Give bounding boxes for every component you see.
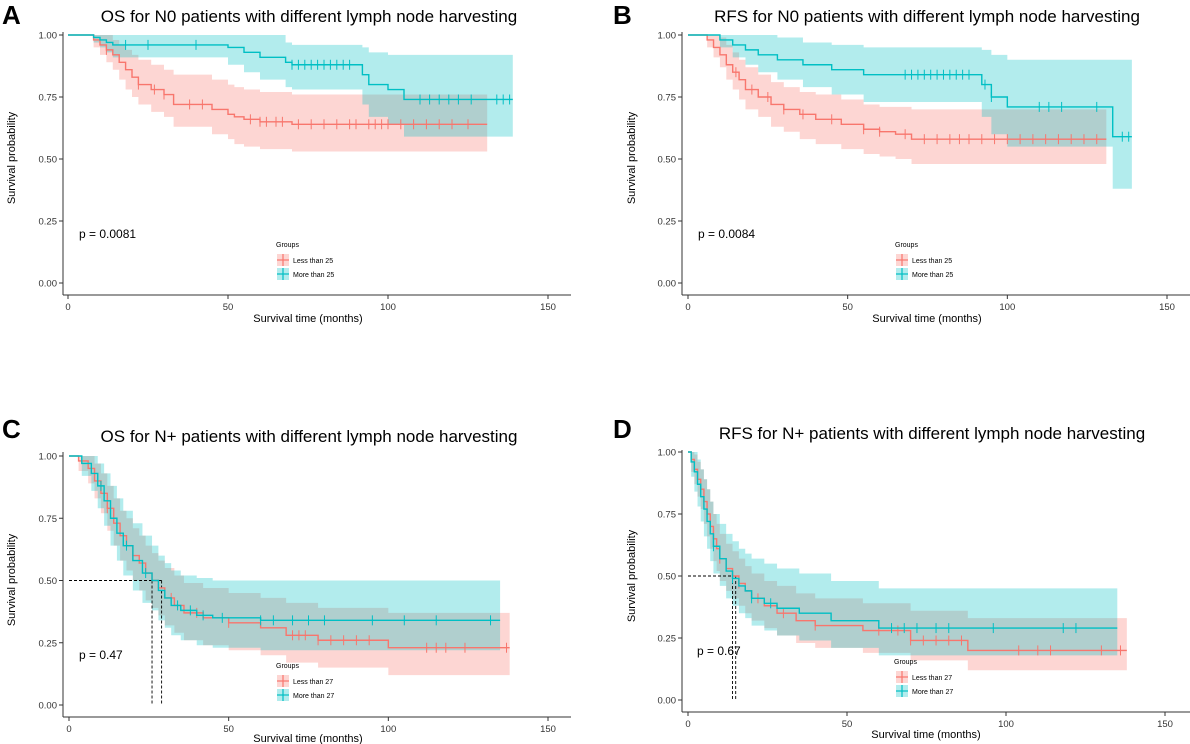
y-tick-label: 0.75 xyxy=(658,510,677,521)
panel-b-label: B xyxy=(613,0,632,30)
panel-b-legend-title: Groups xyxy=(895,242,918,249)
panel-b: B RFS for N0 patients with different lym… xyxy=(613,0,1190,325)
y-tick-label: 1.00 xyxy=(658,448,677,459)
survival-curve-more xyxy=(69,455,501,622)
panel-c-title: OS for N+ patients with different lymph … xyxy=(101,427,518,446)
panel-a-legend-less: Less than 25 xyxy=(293,258,333,265)
panel-b-title: RFS for N0 patients with different lymph… xyxy=(714,7,1140,26)
x-tick-label: 150 xyxy=(1157,719,1173,730)
ci-band-more xyxy=(688,35,1132,189)
panel-a-legend-key-less xyxy=(277,254,289,266)
panel-d-label: D xyxy=(613,414,632,444)
y-tick-label: 0.75 xyxy=(39,93,58,104)
x-tick-label: 50 xyxy=(223,724,234,735)
x-tick-label: 100 xyxy=(998,719,1014,730)
y-tick-label: 0.00 xyxy=(658,279,677,290)
y-tick-label: 0.50 xyxy=(39,576,58,587)
panel-c-plot: 0.00 0.25 0.50 0.75 1.00 0 50 100 150 xyxy=(39,452,571,735)
panel-a-pvalue: p = 0.0081 xyxy=(79,227,136,241)
survival-curve-more xyxy=(688,451,1118,629)
y-tick-label: 1.00 xyxy=(39,31,58,42)
panel-d: D RFS for N+ patients with different lym… xyxy=(613,414,1190,741)
panel-a-legend-key-more xyxy=(277,268,289,280)
ci-band-less xyxy=(68,35,488,152)
panel-a-title: OS for N0 patients with different lymph … xyxy=(101,7,517,26)
x-tick-label: 150 xyxy=(1159,302,1175,313)
y-tick-label: 0.25 xyxy=(39,217,58,228)
panel-b-plot: 0.00 0.25 0.50 0.75 1.00 0 50 100 150 xyxy=(658,31,1190,313)
x-tick-label: 100 xyxy=(380,302,396,313)
panel-d-title: RFS for N+ patients with different lymph… xyxy=(719,424,1145,443)
ci-band-more xyxy=(68,35,513,137)
y-tick-label: 0.75 xyxy=(39,514,58,525)
x-tick-label: 0 xyxy=(65,302,70,313)
panel-b-legend-more: More than 25 xyxy=(912,272,953,279)
x-tick-label: 100 xyxy=(380,724,396,735)
panel-b-xlabel: Survival time (months) xyxy=(872,313,981,325)
panel-d-ylabel: Survival probability xyxy=(626,529,638,622)
y-tick-label: 0.00 xyxy=(39,701,58,712)
panel-b-ylabel: Survival probability xyxy=(626,111,638,204)
panel-d-xlabel: Survival time (months) xyxy=(871,729,980,741)
panel-d-legend-less: Less than 27 xyxy=(912,675,952,682)
survival-curve-more xyxy=(68,34,513,101)
panel-c-pvalue: p = 0.47 xyxy=(79,648,123,662)
panel-c-ylabel: Survival probability xyxy=(6,533,18,626)
panel-c-xlabel: Survival time (months) xyxy=(253,733,362,744)
x-tick-label: 0 xyxy=(685,302,690,313)
panel-a-legend-more: More than 25 xyxy=(293,272,334,279)
panel-a-legend-title: Groups xyxy=(276,242,299,249)
panel-c-legend-less: Less than 27 xyxy=(293,679,333,686)
y-tick-label: 0.50 xyxy=(658,572,677,583)
x-tick-label: 50 xyxy=(842,719,853,730)
panel-c-legend-more: More than 27 xyxy=(293,693,334,700)
panel-d-legend-title: Groups xyxy=(894,659,917,666)
x-tick-label: 150 xyxy=(540,302,556,313)
panel-a: A OS for N0 patients with different lymp… xyxy=(2,0,571,325)
x-tick-label: 0 xyxy=(685,719,690,730)
y-tick-label: 1.00 xyxy=(658,31,677,42)
y-tick-label: 0.25 xyxy=(658,217,677,228)
y-tick-label: 0.25 xyxy=(658,634,677,645)
panel-b-pvalue: p = 0.0084 xyxy=(698,227,755,241)
panel-d-pvalue: p = 0.67 xyxy=(697,644,741,658)
survival-curve-more xyxy=(688,34,1132,138)
panel-a-ylabel: Survival probability xyxy=(6,111,18,204)
panel-c-legend-key-more xyxy=(277,689,289,701)
ci-band-less xyxy=(688,35,1107,164)
ci-band-more xyxy=(688,452,1118,656)
panel-b-legend-key-less xyxy=(896,254,908,266)
panel-a-label: A xyxy=(2,0,21,30)
x-tick-label: 50 xyxy=(842,302,853,313)
ci-band-more xyxy=(69,456,501,651)
panel-d-legend-more: More than 27 xyxy=(912,689,953,696)
panel-a-xlabel: Survival time (months) xyxy=(253,313,362,325)
y-tick-label: 0.00 xyxy=(39,279,58,290)
y-tick-label: 1.00 xyxy=(39,452,58,463)
panel-b-legend-less: Less than 25 xyxy=(912,258,952,265)
x-tick-label: 100 xyxy=(999,302,1015,313)
y-tick-label: 0.75 xyxy=(658,93,677,104)
y-tick-label: 0.50 xyxy=(658,155,677,166)
panel-c-legend-key-less xyxy=(277,675,289,687)
x-tick-label: 150 xyxy=(540,724,556,735)
x-tick-label: 50 xyxy=(223,302,234,313)
y-tick-label: 0.25 xyxy=(39,638,58,649)
panel-d-plot: 0.00 0.25 0.50 0.75 1.00 0 50 100 150 xyxy=(658,448,1190,730)
ci-band-less xyxy=(688,452,1127,671)
panel-c: C OS for N+ patients with different lymp… xyxy=(2,414,571,744)
panel-d-legend-key-more xyxy=(896,685,908,697)
x-tick-label: 0 xyxy=(66,724,71,735)
panel-b-legend-key-more xyxy=(896,268,908,280)
panel-c-label: C xyxy=(2,414,21,444)
panel-d-legend-key-less xyxy=(896,671,908,683)
panel-c-legend-title: Groups xyxy=(276,663,299,670)
y-tick-label: 0.50 xyxy=(39,155,58,166)
panel-a-plot: 0.00 0.25 0.50 0.75 1.00 0 50 100 150 xyxy=(39,31,571,313)
y-tick-label: 0.00 xyxy=(658,696,677,707)
